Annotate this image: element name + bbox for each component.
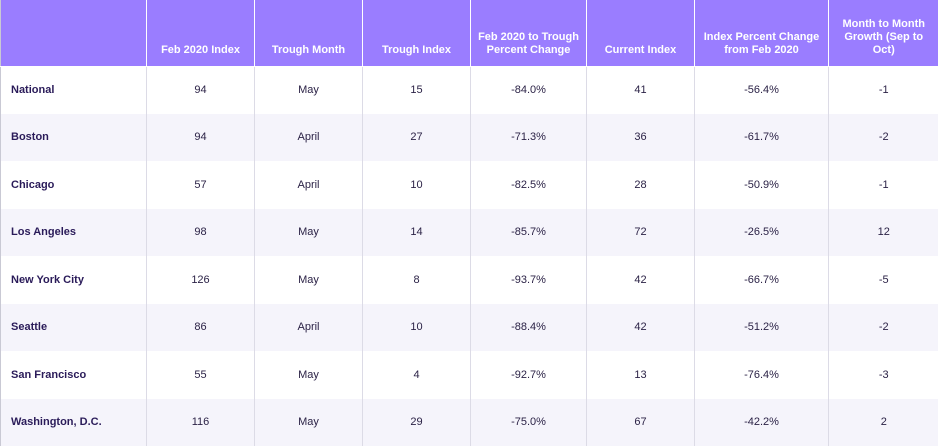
city-name: San Francisco (0, 351, 147, 399)
pct-from-feb-cell: -56.4% (694, 66, 829, 114)
city-name: New York City (0, 256, 147, 304)
trough-index-cell: 14 (362, 208, 471, 256)
trough-month-cell: May (254, 256, 363, 304)
trough-index-cell: 10 (362, 161, 471, 209)
trough-index-cell: 10 (362, 303, 471, 351)
mom-growth-cell: 2 (828, 398, 938, 446)
mom-growth-cell: -5 (828, 256, 938, 304)
current-index-cell: 72 (586, 208, 695, 256)
trough-index-cell: 29 (362, 398, 471, 446)
trough-month-cell: April (254, 303, 363, 351)
trough-month-cell: April (254, 113, 363, 161)
feb-to-trough-cell: -84.0% (470, 66, 587, 114)
trough-month-cell: May (254, 66, 363, 114)
header-feb-to-trough-change: Feb 2020 to Trough Percent Change (470, 0, 587, 67)
current-index-cell: 13 (586, 351, 695, 399)
feb-to-trough-cell: -92.7% (470, 351, 587, 399)
city-name: Chicago (0, 161, 147, 209)
table-row: Los Angeles 98 May 14 -85.7% 72 -26.5% 1… (0, 208, 938, 256)
table-row: Boston 94 April 27 -71.3% 36 -61.7% -2 (0, 113, 938, 161)
city-name: Seattle (0, 303, 147, 351)
feb-2020-index-cell: 94 (146, 66, 255, 114)
pct-from-feb-cell: -26.5% (694, 208, 829, 256)
table-row: San Francisco 55 May 4 -92.7% 13 -76.4% … (0, 351, 938, 399)
mom-growth-cell: -3 (828, 351, 938, 399)
mom-growth-cell: -1 (828, 66, 938, 114)
feb-to-trough-cell: -88.4% (470, 303, 587, 351)
header-index-pct-change: Index Percent Change from Feb 2020 (694, 0, 829, 67)
feb-2020-index-cell: 116 (146, 398, 255, 446)
trough-index-cell: 15 (362, 66, 471, 114)
trough-month-cell: May (254, 351, 363, 399)
header-feb-2020-index: Feb 2020 Index (146, 0, 255, 67)
header-mom-growth: Month to Month Growth (Sep to Oct) (828, 0, 938, 67)
mom-growth-cell: 12 (828, 208, 938, 256)
trough-month-cell: May (254, 208, 363, 256)
pct-from-feb-cell: -76.4% (694, 351, 829, 399)
mom-growth-cell: -2 (828, 303, 938, 351)
table-row: Washington, D.C. 116 May 29 -75.0% 67 -4… (0, 398, 938, 446)
feb-to-trough-cell: -85.7% (470, 208, 587, 256)
feb-2020-index-cell: 126 (146, 256, 255, 304)
header-trough-index: Trough Index (362, 0, 471, 67)
table-row: National 94 May 15 -84.0% 41 -56.4% -1 (0, 66, 938, 114)
feb-2020-index-cell: 94 (146, 113, 255, 161)
current-index-cell: 42 (586, 303, 695, 351)
pct-from-feb-cell: -61.7% (694, 113, 829, 161)
trough-index-cell: 4 (362, 351, 471, 399)
feb-to-trough-cell: -75.0% (470, 398, 587, 446)
header-row: Feb 2020 Index Trough Month Trough Index… (0, 0, 938, 67)
city-name: Los Angeles (0, 208, 147, 256)
header-current-index: Current Index (586, 0, 695, 67)
city-name: Washington, D.C. (0, 398, 147, 446)
table-row: Seattle 86 April 10 -88.4% 42 -51.2% -2 (0, 303, 938, 351)
feb-2020-index-cell: 55 (146, 351, 255, 399)
header-city (0, 0, 147, 67)
header-trough-month: Trough Month (254, 0, 363, 67)
trough-index-cell: 8 (362, 256, 471, 304)
trough-month-cell: May (254, 398, 363, 446)
feb-2020-index-cell: 86 (146, 303, 255, 351)
city-name: Boston (0, 113, 147, 161)
city-name: National (0, 66, 147, 114)
pct-from-feb-cell: -51.2% (694, 303, 829, 351)
pct-from-feb-cell: -42.2% (694, 398, 829, 446)
feb-to-trough-cell: -82.5% (470, 161, 587, 209)
feb-2020-index-cell: 57 (146, 161, 255, 209)
table-row: New York City 126 May 8 -93.7% 42 -66.7%… (0, 256, 938, 304)
pct-from-feb-cell: -66.7% (694, 256, 829, 304)
current-index-cell: 42 (586, 256, 695, 304)
pct-from-feb-cell: -50.9% (694, 161, 829, 209)
current-index-cell: 36 (586, 113, 695, 161)
feb-2020-index-cell: 98 (146, 208, 255, 256)
trough-index-cell: 27 (362, 113, 471, 161)
mom-growth-cell: -2 (828, 113, 938, 161)
trough-month-cell: April (254, 161, 363, 209)
feb-to-trough-cell: -93.7% (470, 256, 587, 304)
mom-growth-cell: -1 (828, 161, 938, 209)
current-index-cell: 67 (586, 398, 695, 446)
table-row: Chicago 57 April 10 -82.5% 28 -50.9% -1 (0, 161, 938, 209)
feb-to-trough-cell: -71.3% (470, 113, 587, 161)
current-index-cell: 41 (586, 66, 695, 114)
current-index-cell: 28 (586, 161, 695, 209)
